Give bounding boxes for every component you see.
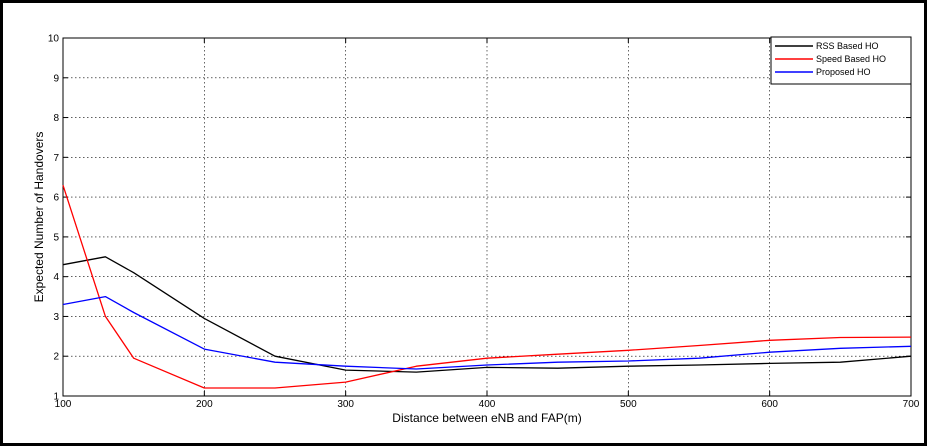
series-line-speed-based-ho [62,185,912,389]
y-tick-label: 6 [53,193,59,204]
y-tick-label: 1 [53,392,59,403]
x-tick-label: 200 [196,399,213,410]
legend-label-proposed: Proposed HO [816,67,871,77]
legend-label-speed: Speed Based HO [816,54,886,64]
y-tick-label: 10 [48,34,60,45]
legend: RSS Based HO Speed Based HO Proposed HO [770,36,912,85]
series-lines [62,185,912,389]
y-tick-label: 4 [53,272,59,283]
x-tick-label: 400 [479,399,496,410]
series-line-proposed-ho [62,295,912,370]
y-tick-label: 5 [53,232,59,243]
series-line-rss-based-ho [62,256,912,373]
x-tick-label: 300 [337,399,354,410]
legend-box [770,36,912,85]
y-tick-label: 2 [53,352,59,363]
y-tick-label: 3 [53,312,59,323]
axis-ticks: 100 200 300 400 500 600 700 1 2 3 4 5 6 7 8 9 10 [48,34,920,411]
legend-label-rss: RSS Based HO [816,41,879,51]
x-tick-label: 100 [55,399,72,410]
x-axis-label: Distance between eNB and FAP(m) [392,411,581,425]
y-tick-label: 9 [53,73,59,84]
x-tick-label: 500 [620,399,637,410]
y-tick-label: 8 [53,113,59,124]
grid-lines [63,38,911,396]
y-axis-label: Expected Number of Handovers [32,132,46,303]
x-tick-label: 700 [903,399,920,410]
y-tick-label: 7 [53,153,59,164]
x-tick-label: 600 [761,399,778,410]
